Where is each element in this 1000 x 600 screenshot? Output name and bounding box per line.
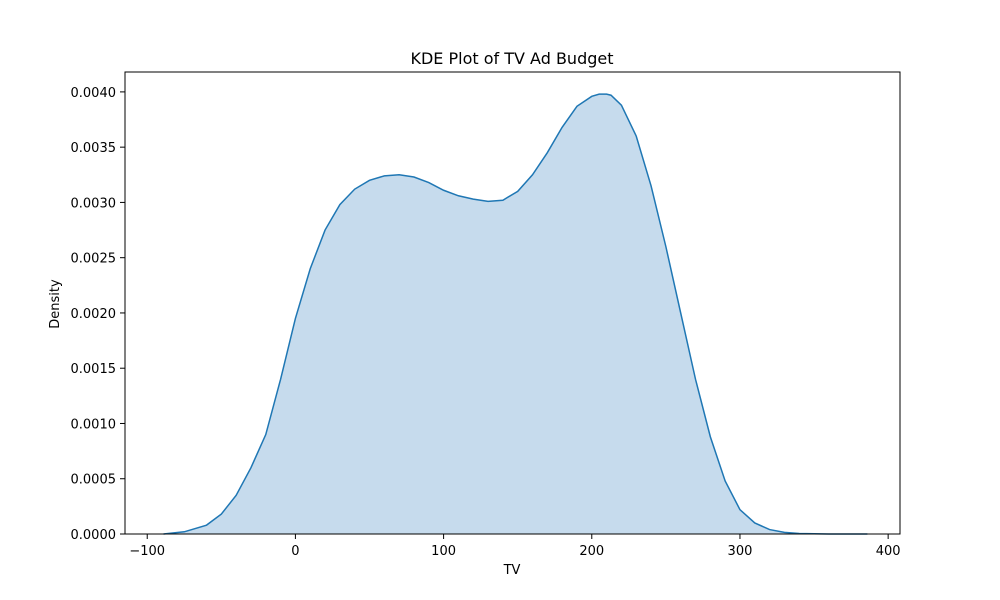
- y-tick-label: 0.0015: [71, 362, 117, 377]
- y-tick-label: 0.0000: [71, 528, 117, 543]
- x-tick-label: 200: [579, 544, 604, 559]
- y-tick-label: 0.0020: [71, 307, 117, 322]
- plot-area: [163, 93, 868, 535]
- chart-title: KDE Plot of TV Ad Budget: [410, 49, 613, 68]
- y-tick-label: 0.0025: [71, 252, 117, 267]
- y-tick-label: 0.0030: [71, 196, 117, 211]
- y-tick-label: 0.0040: [71, 86, 117, 101]
- x-axis-label: TV: [503, 563, 521, 578]
- y-tick-label: 0.0005: [71, 473, 117, 488]
- x-tick-label: 400: [876, 544, 901, 559]
- y-tick-label: 0.0035: [71, 141, 117, 156]
- y-axis-label: Density: [48, 279, 63, 329]
- x-axis: −100 0 100 200 300 400: [129, 534, 901, 559]
- x-tick-label: −100: [129, 544, 165, 559]
- kde-area-fill: [163, 94, 868, 535]
- x-tick-label: 300: [728, 544, 753, 559]
- kde-curve: [163, 93, 868, 535]
- x-tick-label: 100: [431, 544, 456, 559]
- y-axis: 0.0000 0.0005 0.0010 0.0015 0.0020 0.0025 0.00…: [71, 86, 125, 543]
- axes-frame: [124, 71, 901, 535]
- y-tick-label: 0.0010: [71, 417, 117, 432]
- x-tick-label: 0: [291, 544, 299, 559]
